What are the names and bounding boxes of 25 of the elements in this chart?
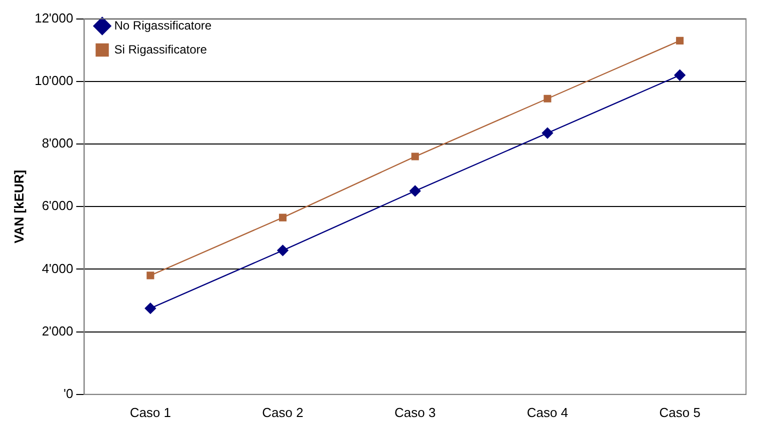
point bbox=[144, 302, 156, 314]
point bbox=[674, 70, 686, 81]
x-tick-label: Caso 3 bbox=[394, 404, 436, 420]
point bbox=[411, 152, 419, 160]
x-tick-label: Caso 5 bbox=[659, 404, 700, 420]
x-tick-label: Caso 1 bbox=[130, 404, 172, 420]
y-tick-label: '0 bbox=[64, 386, 74, 401]
point bbox=[410, 185, 421, 197]
y-tick-label: 12'000 bbox=[34, 10, 74, 26]
y-tick-label: 2'000 bbox=[42, 323, 74, 338]
x-tick-label: Caso 4 bbox=[526, 404, 568, 420]
y-tick-label: 4'000 bbox=[42, 260, 74, 276]
legend-label: No Rigassificatore bbox=[114, 18, 212, 32]
point bbox=[544, 94, 552, 102]
y-tick-label: 10'000 bbox=[34, 72, 74, 88]
point bbox=[278, 214, 287, 222]
y-axis-title: VAN [kEUR] bbox=[11, 170, 26, 244]
y-tick-label: 6'000 bbox=[42, 198, 74, 214]
x-tick-label: Caso 2 bbox=[262, 404, 304, 420]
point bbox=[277, 244, 288, 256]
point bbox=[146, 272, 154, 280]
point bbox=[676, 36, 684, 44]
legend-label: Si Rigassificatore bbox=[114, 42, 208, 56]
y-tick-label: 8'000 bbox=[42, 136, 74, 151]
point bbox=[542, 127, 554, 139]
